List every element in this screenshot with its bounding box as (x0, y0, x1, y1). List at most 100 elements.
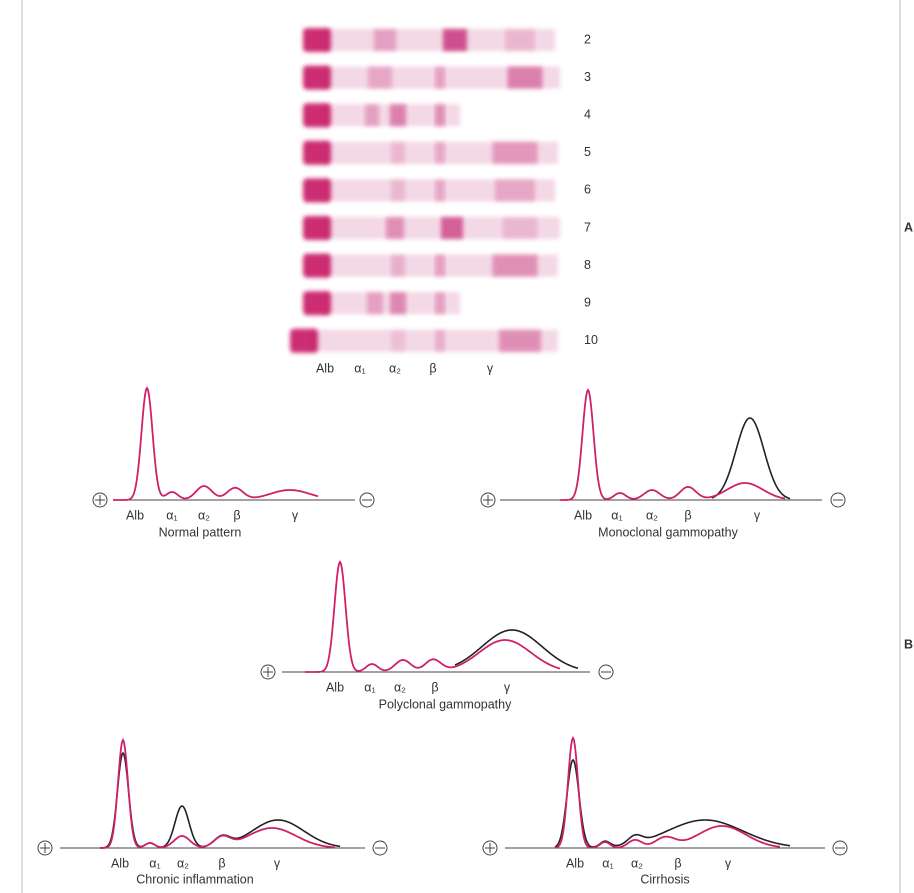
gel-lane: 6 (303, 178, 591, 202)
pattern-title: Chronic inflammation (136, 872, 253, 886)
band (435, 330, 445, 352)
band (391, 330, 405, 352)
band (368, 67, 392, 89)
band (435, 292, 445, 314)
band (435, 142, 445, 164)
band (390, 104, 406, 126)
normal-curve (100, 740, 335, 848)
fraction-label: γ (725, 856, 732, 870)
fraction-label: α₁ (149, 856, 160, 870)
band (374, 29, 396, 51)
fraction-label: α₁ (611, 508, 622, 522)
lane-number: 10 (584, 333, 598, 347)
anode-symbol (485, 843, 495, 853)
gel-lane: 3 (303, 66, 591, 90)
albumin-band (303, 28, 331, 52)
normal-curve (560, 390, 785, 500)
fraction-label: α₂ (389, 361, 401, 375)
albumin-band (303, 66, 331, 90)
pattern-title: Cirrhosis (640, 872, 689, 886)
fraction-label: β (233, 508, 240, 522)
band (391, 255, 405, 277)
fraction-label: α₁ (166, 508, 177, 522)
band (391, 179, 405, 201)
fraction-label: α₂ (646, 508, 658, 522)
band (499, 330, 541, 352)
normal-curve (113, 388, 318, 500)
panel-label: B (904, 637, 913, 651)
patient-curve (555, 760, 790, 847)
band (365, 104, 379, 126)
fraction-label: γ (487, 361, 494, 375)
band (495, 179, 535, 201)
band (443, 29, 467, 51)
anode-symbol (95, 495, 105, 505)
pattern: Alb α₁ α₂ β γ Cirrhosis (483, 738, 847, 886)
albumin-band (303, 178, 331, 202)
albumin-band (303, 291, 331, 315)
band (391, 142, 405, 164)
fraction-label: γ (754, 508, 761, 522)
fraction-label: Alb (126, 508, 144, 522)
pattern: Alb α₁ α₂ β γ Monoclonal gammopathy (481, 390, 845, 539)
fraction-label: Alb (316, 361, 334, 375)
band (508, 67, 543, 89)
albumin-band (303, 254, 331, 278)
lane-number: 5 (584, 145, 591, 159)
figure: A B 2345678910Albα₁α₂βγ Albα₁α₂βγNormal … (0, 0, 914, 893)
pattern-title: Polyclonal gammopathy (379, 697, 512, 711)
band (435, 67, 445, 89)
fraction-label: γ (504, 680, 511, 694)
pattern-title: Monoclonal gammopathy (598, 525, 738, 539)
lane-number: 9 (584, 295, 591, 309)
gel-lane: 10 (290, 329, 598, 353)
albumin-band (303, 216, 331, 240)
gel-lane: 5 (303, 141, 591, 165)
band (386, 217, 404, 239)
fraction-label: β (674, 856, 681, 870)
fraction-label: γ (292, 508, 299, 522)
band (503, 217, 538, 239)
lane-number: 4 (584, 107, 591, 121)
band (367, 292, 383, 314)
panel-label: A (904, 220, 913, 234)
lane-number: 2 (584, 32, 591, 46)
fraction-label: β (429, 361, 436, 375)
normal-curve (305, 562, 560, 672)
gel-lane: 2 (303, 28, 591, 52)
fraction-label: β (684, 508, 691, 522)
band (435, 104, 445, 126)
band (505, 29, 535, 51)
fraction-label: α₁ (354, 361, 365, 375)
fraction-label: Alb (574, 508, 592, 522)
anode-symbol (263, 667, 273, 677)
fraction-label: β (218, 856, 225, 870)
fraction-label: α₂ (631, 856, 643, 870)
lane-number: 3 (584, 70, 591, 84)
band (435, 179, 445, 201)
gel-lane: 9 (303, 291, 591, 315)
band (435, 255, 445, 277)
patient-curve (100, 753, 340, 848)
gel-lane: 8 (303, 254, 591, 278)
albumin-band (303, 141, 331, 165)
patient-curve (712, 418, 790, 499)
gel-lane: 7 (303, 216, 591, 240)
pattern: Albα₁α₂βγPolyclonal gammopathy (261, 562, 613, 711)
albumin-band (303, 103, 331, 127)
fraction-label: Alb (566, 856, 584, 870)
fraction-label: α₂ (177, 856, 189, 870)
lane-number: 7 (584, 220, 591, 234)
fraction-label: α₁ (602, 856, 613, 870)
gel-lane: 4 (303, 103, 591, 127)
fraction-label: γ (274, 856, 281, 870)
lane-number: 8 (584, 258, 591, 272)
lane-number: 6 (584, 183, 591, 197)
band (493, 142, 538, 164)
band (493, 255, 538, 277)
anode-symbol (483, 495, 493, 505)
gel: 2 3 4 5 6 7 8 9 10 Alb α₁ α₂ β γ (290, 28, 598, 375)
